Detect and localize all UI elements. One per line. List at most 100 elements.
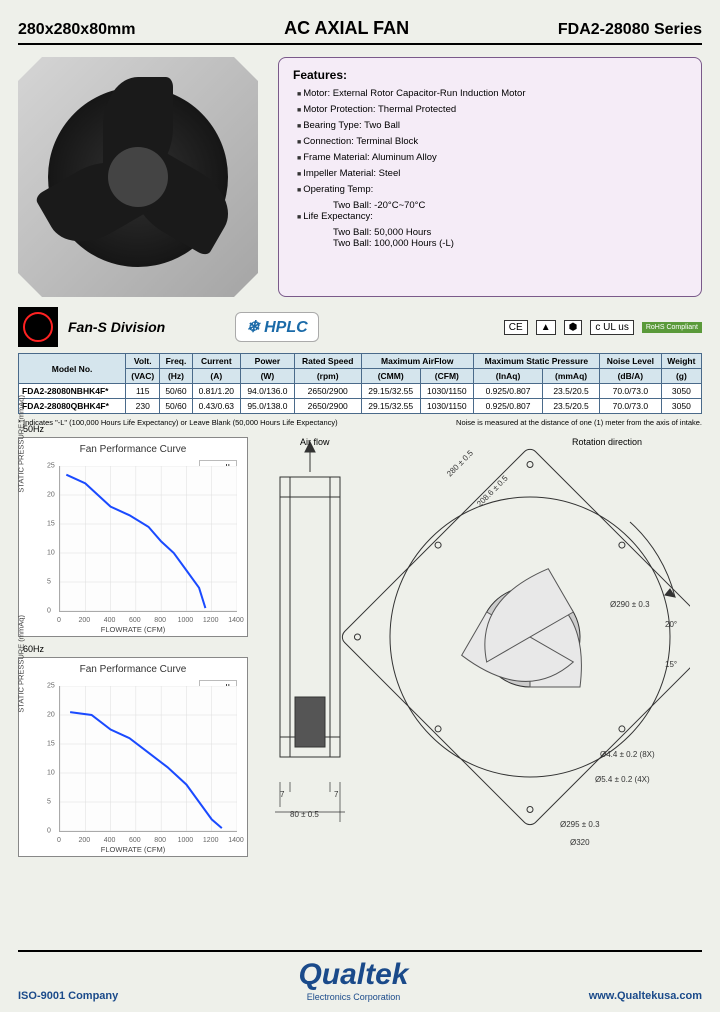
- table-cell: 23.5/20.5: [543, 384, 600, 399]
- table-cell: 70.0/73.0: [599, 384, 661, 399]
- chart-50-ylabel: STATIC PRESSURE (mmAq): [17, 395, 26, 493]
- table-cell: 95.0/138.0: [241, 399, 295, 414]
- unit-mmaq: (mmAq): [543, 369, 600, 384]
- table-cell: 0.925/0.807: [473, 399, 542, 414]
- chart-50-title: Fan Performance Curve: [25, 444, 241, 455]
- unit-vac: (VAC): [126, 369, 160, 384]
- unit-cfm: (CFM): [420, 369, 473, 384]
- page-header: 280x280x80mm AC AXIAL FAN FDA2-28080 Ser…: [18, 18, 702, 45]
- table-cell: 3050: [661, 399, 701, 414]
- table-cell: 2650/2900: [294, 384, 361, 399]
- dim-2086: 208.6 ± 0.5: [475, 473, 510, 508]
- cert-ce: CE: [504, 320, 528, 335]
- col-pressure: Maximum Static Pressure: [473, 354, 599, 369]
- unit-g: (g): [661, 369, 701, 384]
- col-weight: Weight: [661, 354, 701, 369]
- col-current: Current: [192, 354, 240, 369]
- table-cell: 230: [126, 399, 160, 414]
- life-detail-2: Two Ball: 100,000 Hours (-L): [293, 238, 687, 249]
- fan-s-icon: [18, 307, 58, 347]
- dim-280: 280 ± 0.5: [445, 448, 475, 478]
- technical-drawings: Air flow Rotation direction 7 7 80 ± 0.5: [260, 437, 702, 877]
- col-airflow: Maximum AirFlow: [361, 354, 473, 369]
- top-section: Features: Motor: External Rotor Capacito…: [18, 57, 702, 297]
- hplc-text: HPLC: [264, 319, 308, 336]
- airflow-label: Air flow: [300, 437, 330, 447]
- bottom-section: 50Hz Fan Performance Curve II STATIC PRE…: [18, 437, 702, 877]
- table-cell: 115: [126, 384, 160, 399]
- cert-other: ⬢: [564, 320, 583, 335]
- table-cell: 94.0/136.0: [241, 384, 295, 399]
- chart-50-plot: [59, 466, 237, 612]
- brand-name: Qualtek: [298, 958, 408, 992]
- iso-label: ISO-9001 Company: [18, 990, 118, 1002]
- fan-s-label: Fan-S Division: [68, 319, 165, 335]
- brand-subtitle: Electronics Corporation: [298, 992, 408, 1002]
- table-cell: 50/60: [160, 399, 192, 414]
- op-temp-detail: Two Ball: -20°C~70°C: [293, 200, 687, 211]
- rohs-badge: RoHS Compliant: [642, 322, 702, 333]
- dim-80: 80 ± 0.5: [290, 810, 319, 819]
- feature-item: Life Expectancy:: [293, 211, 687, 222]
- dim-phi295: Ø295 ± 0.3: [560, 820, 600, 829]
- feature-item: Connection: Terminal Block: [293, 136, 687, 147]
- chart-60-xlabel: FLOWRATE (CFM): [101, 845, 165, 854]
- table-cell: 1030/1150: [420, 399, 473, 414]
- page-footer: ISO-9001 Company Qualtek Electronics Cor…: [18, 950, 702, 1002]
- table-cell: 50/60: [160, 384, 192, 399]
- hplc-badge: ❄ HPLC: [235, 312, 318, 342]
- note-left: * Indicates "-L" (100,000 Hours Life Exp…: [18, 418, 338, 427]
- header-dimensions: 280x280x80mm: [18, 21, 135, 39]
- feature-item: Operating Temp:: [293, 184, 687, 195]
- table-notes: * Indicates "-L" (100,000 Hours Life Exp…: [18, 418, 702, 427]
- rotation-label: Rotation direction: [572, 437, 642, 447]
- chart-60-title: Fan Performance Curve: [25, 664, 241, 675]
- table-cell: FDA2-28080QBHK4F*: [19, 399, 126, 414]
- life-detail-1: Two Ball: 50,000 Hours: [293, 227, 687, 238]
- table-cell: 1030/1150: [420, 384, 473, 399]
- col-noise: Noise Level: [599, 354, 661, 369]
- table-cell: 29.15/32.55: [361, 399, 420, 414]
- chart-60-freq: 60Hz: [23, 644, 44, 654]
- dim-phi44: Ø4.4 ± 0.2 (8X): [600, 750, 655, 759]
- table-cell: 2650/2900: [294, 399, 361, 414]
- unit-dba: (dB/A): [599, 369, 661, 384]
- fan-product-image: [18, 57, 258, 297]
- certifications: CE ▲ ⬢ c UL us RoHS Compliant: [504, 320, 702, 335]
- table-cell: 0.43/0.63: [192, 399, 240, 414]
- cert-ul: c UL us: [590, 320, 634, 335]
- feature-item: Motor Protection: Thermal Protected: [293, 104, 687, 115]
- unit-inaq: (InAq): [473, 369, 542, 384]
- features-panel: Features: Motor: External Rotor Capacito…: [278, 57, 702, 297]
- features-list: Motor: External Rotor Capacitor-Run Indu…: [293, 88, 687, 195]
- features-heading: Features:: [293, 68, 687, 82]
- table-header-row: Model No. Volt. Freq. Current Power Rate…: [19, 354, 702, 369]
- feature-item: Bearing Type: Two Ball: [293, 120, 687, 131]
- col-volt: Volt.: [126, 354, 160, 369]
- dim-7b: 7: [334, 790, 339, 799]
- dim-phi290: Ø290 ± 0.3: [610, 600, 650, 609]
- drawing-svg: 7 7 80 ± 0.5: [260, 437, 690, 877]
- unit-hz: (Hz): [160, 369, 192, 384]
- table-cell: 23.5/20.5: [543, 399, 600, 414]
- chart-60hz: 60Hz Fan Performance Curve II STATIC PRE…: [18, 657, 248, 857]
- chart-50-freq: 50Hz: [23, 424, 44, 434]
- dim-phi54: Ø5.4 ± 0.2 (4X): [595, 775, 650, 784]
- unit-a: (A): [192, 369, 240, 384]
- dim-7a: 7: [280, 790, 285, 799]
- unit-w: (W): [241, 369, 295, 384]
- logo-row: Fan-S Division ❄ HPLC CE ▲ ⬢ c UL us RoH…: [18, 307, 702, 347]
- dim-ang20: 20°: [665, 620, 677, 629]
- unit-cmm: (CMM): [361, 369, 420, 384]
- col-power: Power: [241, 354, 295, 369]
- header-title: AC AXIAL FAN: [284, 18, 409, 39]
- table-cell: FDA2-28080NBHK4F*: [19, 384, 126, 399]
- charts-column: 50Hz Fan Performance Curve II STATIC PRE…: [18, 437, 248, 877]
- table-cell: 0.925/0.807: [473, 384, 542, 399]
- qualtek-logo: Qualtek Electronics Corporation: [298, 958, 408, 1002]
- chart-50hz: 50Hz Fan Performance Curve II STATIC PRE…: [18, 437, 248, 637]
- spec-table: Model No. Volt. Freq. Current Power Rate…: [18, 353, 702, 414]
- website-url: www.Qualtekusa.com: [589, 990, 702, 1002]
- table-cell: 3050: [661, 384, 701, 399]
- unit-rpm: (rpm): [294, 369, 361, 384]
